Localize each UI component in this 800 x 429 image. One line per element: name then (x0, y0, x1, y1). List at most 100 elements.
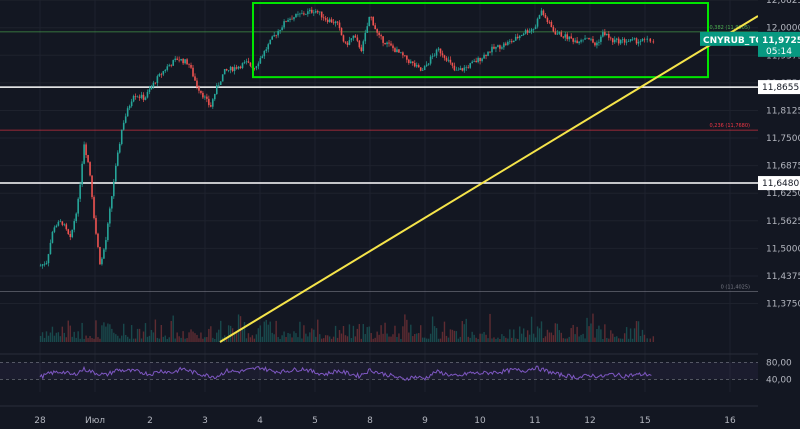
candle-body (215, 85, 218, 95)
candle-body (431, 55, 434, 57)
volume-bar (616, 336, 618, 342)
volume-bar (103, 322, 105, 342)
volume-bar (160, 324, 163, 342)
volume-bar (646, 338, 648, 342)
candle-body (303, 13, 305, 15)
volume-bar (186, 338, 188, 342)
price-axis[interactable]: 12,125012,062512,000011,937511,875011,81… (758, 0, 800, 429)
fib-level-label: 0,236 (11,7680) (710, 123, 751, 129)
volume-bar (425, 338, 428, 342)
candle-body (342, 35, 345, 42)
candle-body (49, 242, 52, 255)
candle-body (493, 46, 495, 49)
volume-bar (558, 330, 561, 342)
candle-body (91, 175, 93, 198)
volume-bar (511, 337, 513, 342)
candle-body (213, 94, 216, 100)
volume-bar (138, 328, 141, 342)
volume-bar (594, 337, 596, 342)
candle-body (271, 36, 274, 40)
candle-body (380, 35, 382, 37)
volume-bar (303, 325, 305, 342)
candle-body (103, 249, 105, 259)
price-tick-label: 12,0625 (766, 0, 800, 6)
candle-body (85, 144, 87, 156)
candle-body (162, 71, 165, 75)
volume-bar (265, 319, 267, 342)
candle-body (212, 99, 214, 107)
rsi-pane (0, 353, 758, 381)
candle-body (538, 15, 541, 19)
candle-body (47, 254, 50, 264)
candle-body (582, 39, 584, 41)
volume-bar (267, 324, 269, 342)
candle-body (279, 30, 281, 32)
candle-body (289, 18, 291, 20)
candle-body (376, 29, 378, 33)
volume-bar (233, 333, 236, 342)
volume-bar (455, 331, 458, 342)
candle-body (473, 60, 475, 62)
volume-bar (392, 334, 394, 342)
candle-body (130, 101, 133, 107)
candle-body (200, 90, 202, 93)
volume-bar (380, 325, 382, 342)
volume-bar (441, 331, 444, 342)
volume-bar (414, 333, 416, 342)
volume-bar (416, 333, 418, 342)
candle-body (590, 38, 592, 40)
candle-body (198, 86, 200, 91)
candle-body (615, 38, 618, 40)
volume-bar (522, 328, 525, 342)
volume-bar (433, 326, 436, 342)
candle-body (415, 65, 418, 67)
volume-bar (639, 335, 642, 342)
candle-body (501, 47, 503, 49)
candle-body (548, 22, 551, 23)
candle-body (41, 264, 44, 266)
volume-bar (370, 333, 372, 342)
candle-body (261, 56, 264, 59)
candle-body (619, 40, 622, 44)
symbol-label: CNYRUB_TOM (703, 36, 772, 46)
volume-bar (269, 321, 271, 342)
candle-body (204, 96, 206, 98)
volume-bar (420, 325, 422, 342)
volume-bar (158, 338, 161, 342)
volume-bar (81, 322, 83, 342)
volume-bar (364, 334, 366, 342)
volume-bar (132, 338, 135, 342)
volume-bar (328, 336, 331, 342)
trendline[interactable] (219, 15, 759, 343)
time-tick-label: 12 (584, 416, 595, 426)
volume-bar (255, 334, 258, 342)
volume-bar (128, 338, 131, 342)
volume-bar (271, 332, 273, 342)
volume-bar (360, 338, 363, 342)
time-tick-label: 9 (422, 416, 428, 426)
volume-bar (277, 337, 279, 342)
candle-body (287, 19, 289, 22)
time-axis[interactable]: 28 Июл 2 3 4 5 8 9 10 11 12 15 16 (0, 405, 758, 426)
volume-bar (311, 328, 313, 342)
candle-body (120, 129, 123, 145)
volume-bar (610, 330, 612, 342)
volume-bar (154, 319, 157, 342)
time-tick-label: Июл (85, 416, 105, 426)
candle-body (411, 61, 414, 64)
volume-bar (598, 325, 600, 342)
volume-bar (410, 324, 412, 342)
volume-bar (623, 333, 626, 342)
volume-bar (520, 333, 523, 342)
candle-body (491, 46, 493, 53)
volume-bar (388, 336, 390, 342)
volume-bar (279, 338, 281, 342)
volume-bar (408, 332, 410, 342)
candle-body (352, 35, 355, 39)
candle-body (237, 66, 240, 69)
volume-bar (368, 326, 370, 342)
volume-bar (164, 335, 166, 342)
candle-body (124, 116, 127, 123)
